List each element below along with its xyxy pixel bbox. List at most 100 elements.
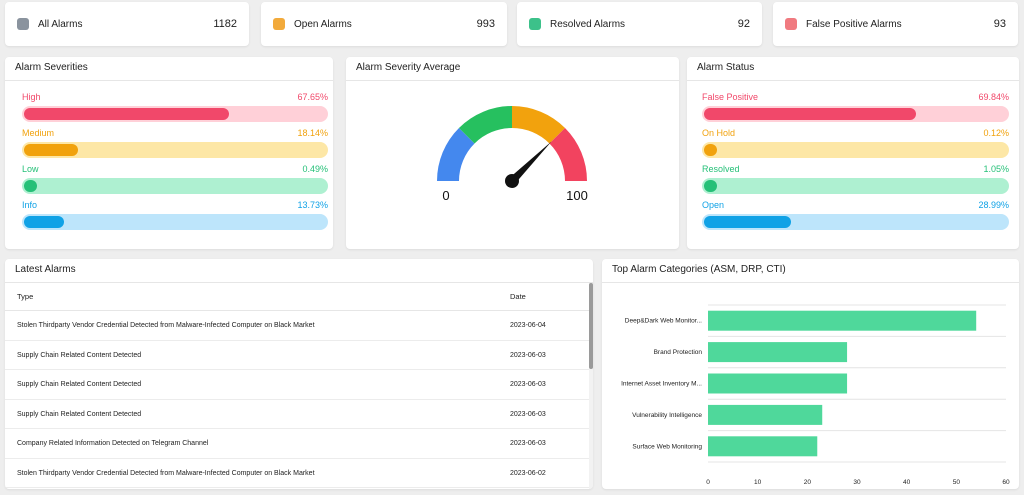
alarm-type: Supply Chain Related Content Detected bbox=[17, 351, 142, 359]
stat-card-false-positive-alarms[interactable]: False Positive Alarms 93 bbox=[773, 2, 1018, 46]
status-track bbox=[702, 214, 1009, 230]
severity-label: Medium bbox=[22, 128, 55, 138]
stat-label: Resolved Alarms bbox=[550, 18, 626, 30]
status-percent: 0.12% bbox=[983, 128, 1009, 138]
latest-alarms-panel: Latest Alarms Type Date Stolen Thirdpart… bbox=[5, 259, 593, 489]
column-header-date[interactable]: Date bbox=[510, 292, 526, 301]
table-row[interactable]: Supply Chain Related Content Detected 20… bbox=[5, 370, 589, 400]
alarm-type: Stolen Thirdparty Vendor Credential Dete… bbox=[17, 322, 315, 329]
severity-fill bbox=[24, 216, 64, 228]
table-row[interactable]: Supply Chain Related Content Detected 20… bbox=[5, 341, 589, 370]
severity-row-medium[interactable]: Medium 18.14% bbox=[22, 127, 328, 158]
alarm-type: Company Related Information Detected on … bbox=[17, 440, 209, 447]
alarm-status-panel: Alarm Status False Positive 69.84% On Hol… bbox=[687, 57, 1019, 249]
status-row-false-positive[interactable]: False Positive 69.84% bbox=[702, 91, 1009, 122]
table-row[interactable]: Stolen Thirdparty Vendor Credential Dete… bbox=[5, 459, 589, 488]
severity-label: Low bbox=[22, 164, 39, 174]
latest-alarms-table: Type Date Stolen Thirdparty Vendor Crede… bbox=[5, 283, 589, 488]
gauge-hub bbox=[505, 174, 519, 188]
severity-label: High bbox=[22, 92, 41, 102]
severity-track bbox=[22, 178, 328, 194]
severity-label: Info bbox=[22, 200, 38, 210]
panel-title: Alarm Severity Average bbox=[346, 57, 679, 81]
chart-x-tick-label: 10 bbox=[754, 479, 762, 486]
column-header-type[interactable]: Type bbox=[17, 292, 34, 301]
stat-card-resolved-alarms[interactable]: Resolved Alarms 92 bbox=[517, 2, 762, 46]
panel-title: Top Alarm Categories (ASM, DRP, CTI) bbox=[602, 259, 1019, 283]
table-row[interactable]: Company Related Information Detected on … bbox=[5, 429, 589, 459]
gauge-max-label: 100 bbox=[566, 188, 588, 203]
alarm-type: Supply Chain Related Content Detected bbox=[17, 410, 142, 418]
chart-category-label: Brand Protection bbox=[654, 349, 703, 356]
status-label: Open bbox=[702, 200, 725, 210]
scrollbar[interactable] bbox=[589, 283, 593, 489]
status-track bbox=[702, 106, 1009, 122]
chart-bar[interactable] bbox=[708, 436, 818, 457]
stat-value: 92 bbox=[737, 18, 750, 30]
severity-percent: 13.73% bbox=[297, 200, 328, 210]
chart-x-tick-label: 0 bbox=[706, 479, 710, 486]
severity-percent: 67.65% bbox=[297, 92, 328, 102]
table-row[interactable]: Supply Chain Related Content Detected 20… bbox=[5, 400, 589, 429]
top-categories-chart: Deep&Dark Web Monitor... Brand Protection… bbox=[602, 283, 1019, 489]
panel-title: Latest Alarms bbox=[5, 259, 593, 283]
severity-row-high[interactable]: High 67.65% bbox=[22, 91, 328, 122]
chart-bar[interactable] bbox=[708, 373, 848, 394]
resolved-alarms-swatch bbox=[529, 18, 541, 30]
chart-category-label: Internet Asset Inventory M... bbox=[621, 381, 702, 388]
severity-gauge: 0 100 bbox=[437, 106, 588, 203]
gauge-segment-critical bbox=[549, 127, 587, 182]
status-fill bbox=[704, 108, 917, 120]
chart-x-tick-label: 40 bbox=[903, 479, 911, 486]
status-track bbox=[702, 178, 1009, 194]
severity-row-info[interactable]: Info 13.73% bbox=[22, 199, 328, 230]
status-fill bbox=[704, 180, 718, 192]
stat-value: 93 bbox=[993, 18, 1006, 30]
gauge-needle bbox=[509, 141, 552, 184]
top-alarm-categories-panel: Top Alarm Categories (ASM, DRP, CTI) Dee… bbox=[602, 259, 1019, 489]
status-percent: 69.84% bbox=[978, 92, 1009, 102]
false-positive-alarms-swatch bbox=[785, 18, 797, 30]
stat-label: Open Alarms bbox=[294, 18, 352, 30]
severity-fill bbox=[24, 144, 78, 156]
stat-label: False Positive Alarms bbox=[806, 18, 902, 30]
status-label: Resolved bbox=[702, 164, 740, 174]
stat-value: 1182 bbox=[213, 18, 237, 30]
status-fill bbox=[704, 144, 718, 156]
status-row-open[interactable]: Open 28.99% bbox=[702, 199, 1009, 230]
chart-x-tick-label: 60 bbox=[1002, 479, 1010, 486]
stat-card-open-alarms[interactable]: Open Alarms 993 bbox=[261, 2, 507, 46]
severity-percent: 0.49% bbox=[302, 164, 328, 174]
stat-card-all-alarms[interactable]: All Alarms 1182 bbox=[5, 2, 249, 46]
status-row-on-hold[interactable]: On Hold 0.12% bbox=[702, 127, 1009, 158]
gauge-segment-medium bbox=[458, 106, 513, 144]
status-percent: 28.99% bbox=[978, 200, 1009, 210]
status-fill bbox=[704, 216, 791, 228]
severity-row-low[interactable]: Low 0.49% bbox=[22, 163, 328, 194]
gauge-min-label: 0 bbox=[442, 188, 449, 203]
alarm-type: Stolen Thirdparty Vendor Credential Dete… bbox=[17, 469, 315, 477]
chart-bar[interactable] bbox=[708, 310, 977, 331]
status-percent: 1.05% bbox=[983, 164, 1009, 174]
chart-category-label: Deep&Dark Web Monitor... bbox=[625, 318, 702, 325]
status-label: On Hold bbox=[702, 128, 736, 138]
open-alarms-swatch bbox=[273, 18, 285, 30]
status-row-resolved[interactable]: Resolved 1.05% bbox=[702, 163, 1009, 194]
gauge-segment-high bbox=[511, 106, 566, 144]
alarm-date: 2023-06-02 bbox=[510, 469, 546, 477]
alarm-date: 2023-06-04 bbox=[510, 322, 546, 329]
all-alarms-swatch bbox=[17, 18, 29, 30]
alarm-type: Supply Chain Related Content Detected bbox=[17, 381, 142, 388]
chart-bar[interactable] bbox=[708, 342, 848, 363]
chart-x-tick-label: 20 bbox=[804, 479, 812, 486]
alarm-date: 2023-06-03 bbox=[510, 351, 546, 359]
alarm-severities-panel: Alarm Severities High 67.65% Medium 18.14%… bbox=[5, 57, 333, 249]
chart-x-tick-label: 30 bbox=[853, 479, 861, 486]
severity-track bbox=[22, 106, 328, 122]
table-row[interactable]: Stolen Thirdparty Vendor Credential Dete… bbox=[5, 311, 589, 341]
chart-bar[interactable] bbox=[708, 404, 823, 425]
scrollbar-thumb[interactable] bbox=[589, 283, 593, 369]
severity-fill bbox=[24, 108, 229, 120]
status-label: False Positive bbox=[702, 92, 759, 102]
stat-value: 993 bbox=[476, 18, 495, 30]
